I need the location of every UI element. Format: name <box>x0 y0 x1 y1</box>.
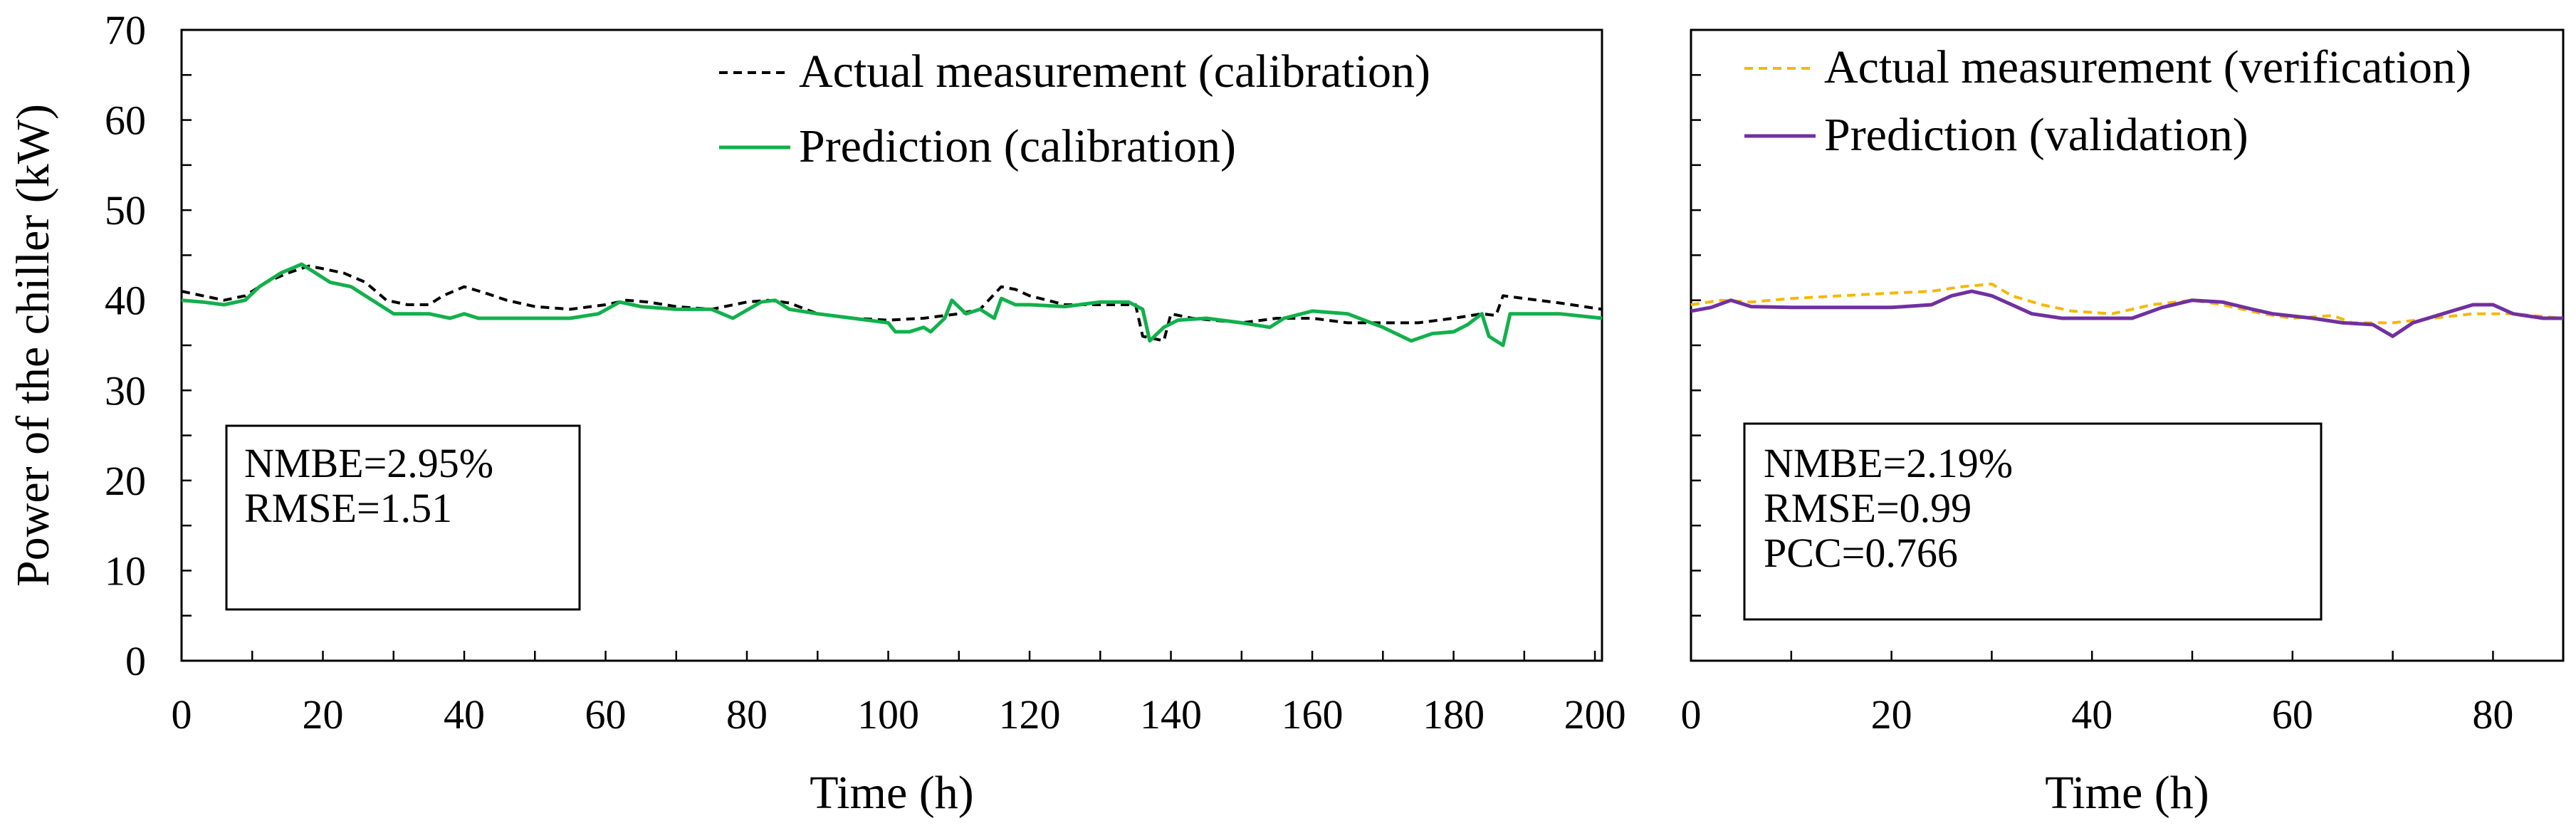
y-tick-label: 70 <box>105 7 146 53</box>
series-line-actual <box>1690 282 2564 325</box>
y-tick-label: 20 <box>105 458 146 504</box>
y-tick-label: 40 <box>105 278 146 324</box>
x-tick-label: 140 <box>1140 691 1202 738</box>
x-axis-label: Time (h) <box>2045 767 2209 819</box>
x-tick-label: 20 <box>303 691 344 738</box>
y-tick-label: 30 <box>105 367 146 414</box>
x-tick-label: 60 <box>585 691 627 738</box>
stats-line: NMBE=2.19% <box>1764 440 2013 486</box>
legend: Actual measurement (verification) Predict… <box>1744 41 2471 161</box>
series-line-prediction <box>181 262 1603 347</box>
stats-box-frame <box>1743 422 2323 621</box>
x-tick-label: 160 <box>1282 691 1344 738</box>
stats-box-frame <box>225 424 581 611</box>
y-tick-label: 50 <box>105 187 146 234</box>
y-tick-label: 10 <box>105 548 146 594</box>
x-tick-label: 60 <box>2272 691 2313 738</box>
legend-label: Actual measurement (verification) <box>1824 41 2471 93</box>
stats-line: PCC=0.766 <box>1764 530 1958 576</box>
x-tick-label: 100 <box>857 691 919 738</box>
legend: Actual measurement (calibration) Predicti… <box>719 46 1430 172</box>
x-axis-label: Time (h) <box>810 767 973 819</box>
x-tick-label: 80 <box>2472 691 2513 738</box>
x-tick-label: 0 <box>1681 691 1702 738</box>
series-line-prediction <box>1690 289 2563 338</box>
x-tick-label: 120 <box>999 691 1061 738</box>
x-tick-label: 200 <box>1564 691 1626 738</box>
x-tick-label: 0 <box>172 691 192 738</box>
x-tick-label: 180 <box>1423 691 1485 738</box>
y-tick-label: 60 <box>105 98 146 144</box>
y-axis-label: Power of the chiller (kW) <box>7 104 59 587</box>
x-tick-label: 40 <box>2071 691 2112 738</box>
x-tick-label: 40 <box>444 691 485 738</box>
chart-panel-verification: 0 20 40 60 80 Time (h) Actual measurement (ver… <box>1681 28 2565 819</box>
legend-label: Prediction (validation) <box>1824 109 2248 161</box>
x-tick-label: 80 <box>726 691 768 738</box>
stats-line: RMSE=0.99 <box>1764 485 1972 531</box>
x-tick-label: 20 <box>1871 691 1912 738</box>
y-tick-label: 0 <box>125 638 146 684</box>
chart-panel-calibration: 0 20 40 60 80 100 120 140 160 180 200 0 10 20 30 40 50 60… <box>7 7 1626 819</box>
stats-box: NMBE=2.95%RMSE=1.51 <box>225 424 581 611</box>
stats-line: NMBE=2.95% <box>244 440 493 486</box>
stats-line: RMSE=1.51 <box>244 485 452 531</box>
legend-label: Actual measurement (calibration) <box>799 46 1430 98</box>
legend-label: Prediction (calibration) <box>799 120 1236 172</box>
